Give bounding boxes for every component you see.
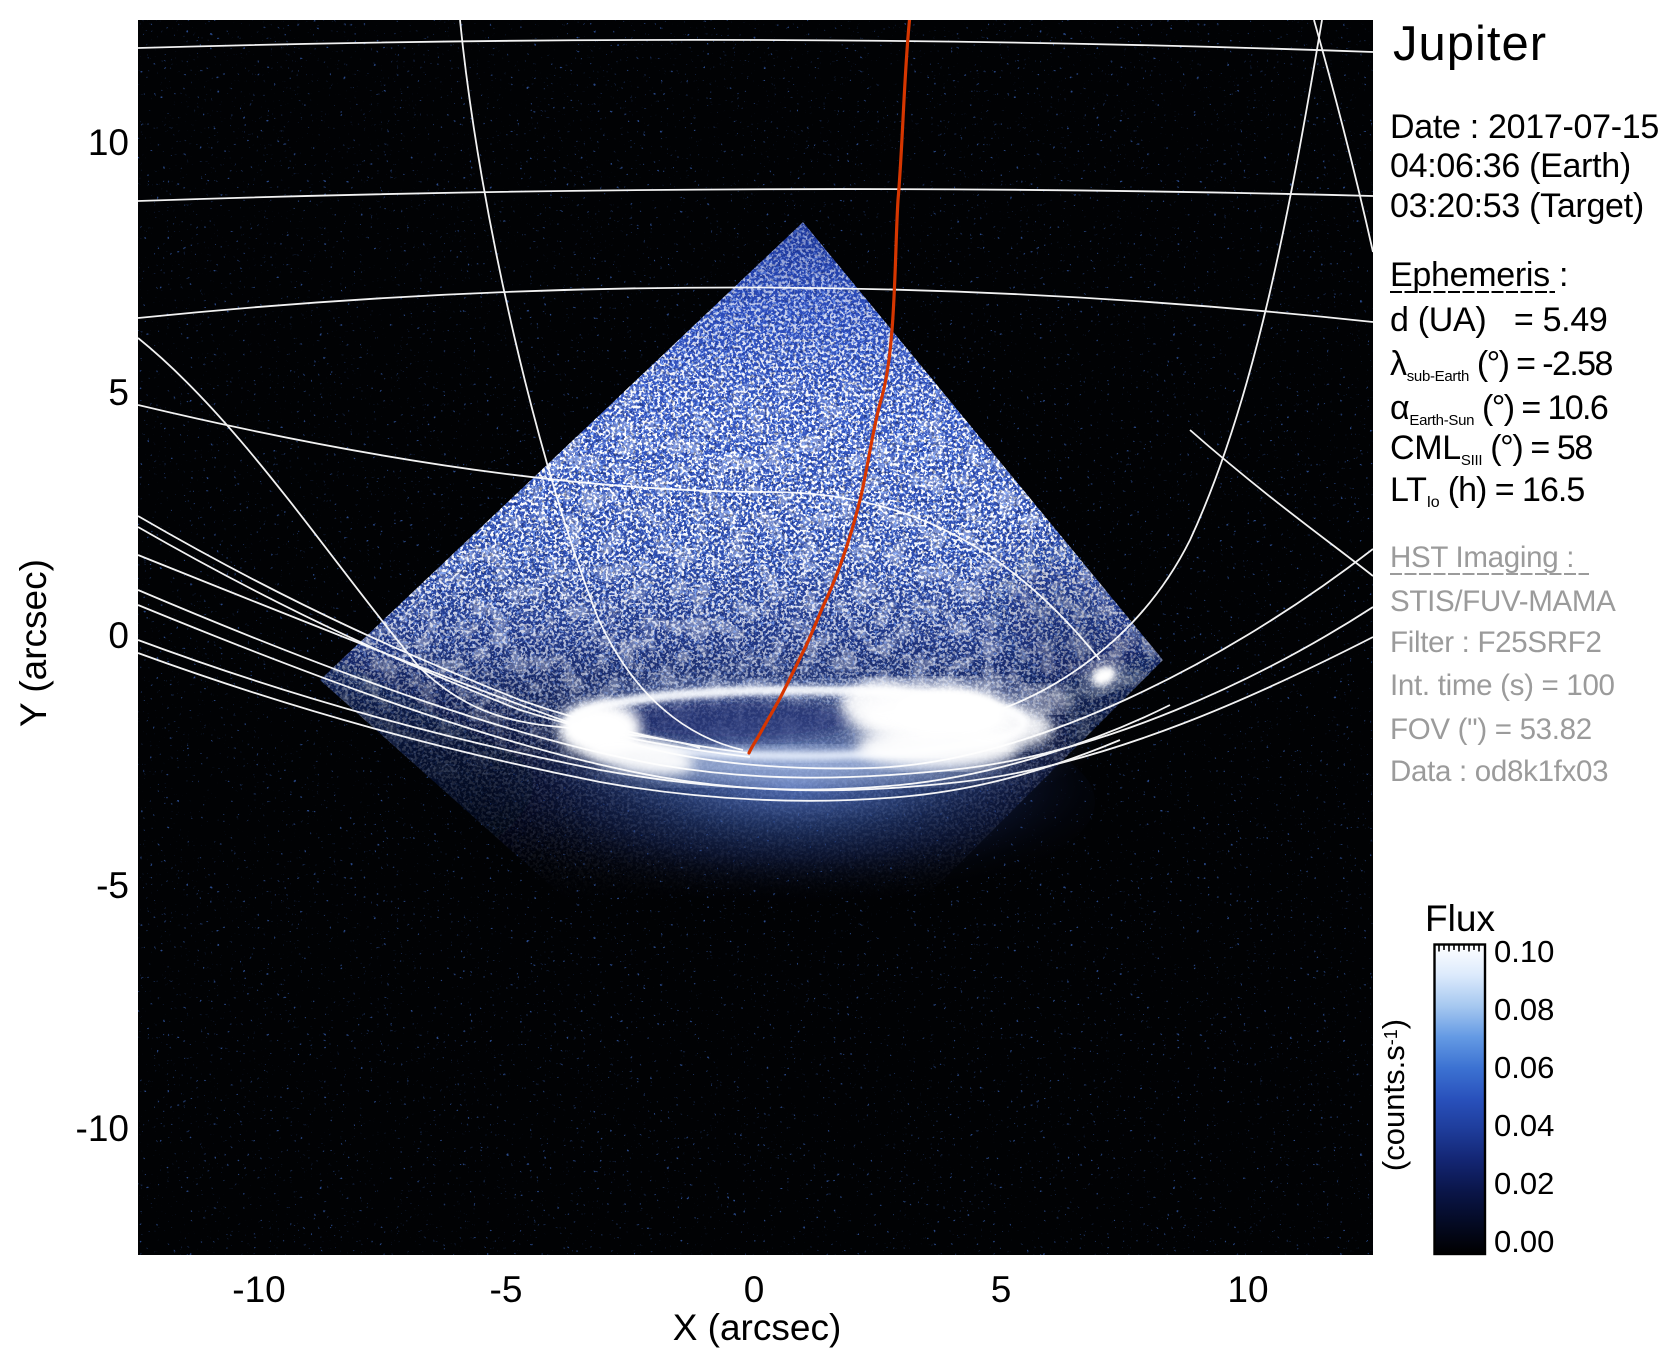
svg-text:Ephemeris :: Ephemeris :: [1390, 256, 1568, 294]
svg-text:0.00: 0.00: [1494, 1224, 1554, 1259]
svg-text:10: 10: [88, 122, 129, 163]
svg-text:Y (arcsec): Y (arcsec): [13, 559, 54, 727]
svg-text:Flux: Flux: [1425, 898, 1495, 939]
svg-text:0.04: 0.04: [1494, 1108, 1554, 1143]
svg-text:Filter : F25SRF2: Filter : F25SRF2: [1390, 626, 1602, 659]
svg-text:-10: -10: [76, 1108, 129, 1149]
svg-text:d (UA) = 5.49: d (UA) = 5.49: [1390, 301, 1608, 339]
svg-text:λsub-Earth (°) = -2.58: λsub-Earth (°) = -2.58: [1390, 345, 1612, 385]
svg-text:(counts.s-1): (counts.s-1): [1376, 1019, 1411, 1171]
svg-text:0.06: 0.06: [1494, 1050, 1554, 1085]
svg-text:0: 0: [744, 1269, 765, 1310]
svg-text:0: 0: [108, 615, 129, 656]
svg-text:FOV (") = 53.82: FOV (") = 53.82: [1390, 713, 1592, 746]
svg-text:0.10: 0.10: [1494, 934, 1554, 969]
svg-text:0.02: 0.02: [1494, 1166, 1554, 1201]
svg-text:0.08: 0.08: [1494, 992, 1554, 1027]
svg-text:Date : 2017-07-15: Date : 2017-07-15: [1390, 108, 1659, 146]
svg-text:03:20:53 (Target): 03:20:53 (Target): [1390, 187, 1644, 225]
svg-text:HST Imaging :: HST Imaging :: [1390, 541, 1574, 574]
svg-text:5: 5: [108, 372, 129, 413]
svg-text:04:06:36 (Earth): 04:06:36 (Earth): [1390, 147, 1631, 185]
svg-text:-5: -5: [96, 865, 129, 906]
svg-text:5: 5: [991, 1269, 1012, 1310]
svg-text:-5: -5: [490, 1269, 523, 1310]
svg-text:CMLSIII (°) = 58: CMLSIII (°) = 58: [1390, 429, 1592, 469]
svg-text:-10: -10: [232, 1269, 285, 1310]
svg-text:Int. time (s) = 100: Int. time (s) = 100: [1390, 669, 1615, 702]
svg-text:Data : od8k1fx03: Data : od8k1fx03: [1390, 755, 1608, 788]
svg-text:10: 10: [1227, 1269, 1268, 1310]
svg-text:αEarth-Sun (°) = 10.6: αEarth-Sun (°) = 10.6: [1390, 389, 1608, 429]
svg-text:STIS/FUV-MAMA: STIS/FUV-MAMA: [1390, 585, 1616, 618]
svg-text:X (arcsec): X (arcsec): [673, 1307, 842, 1348]
svg-text:Jupiter: Jupiter: [1393, 17, 1547, 71]
svg-text:LTIo (h) = 16.5: LTIo (h) = 16.5: [1390, 471, 1584, 511]
